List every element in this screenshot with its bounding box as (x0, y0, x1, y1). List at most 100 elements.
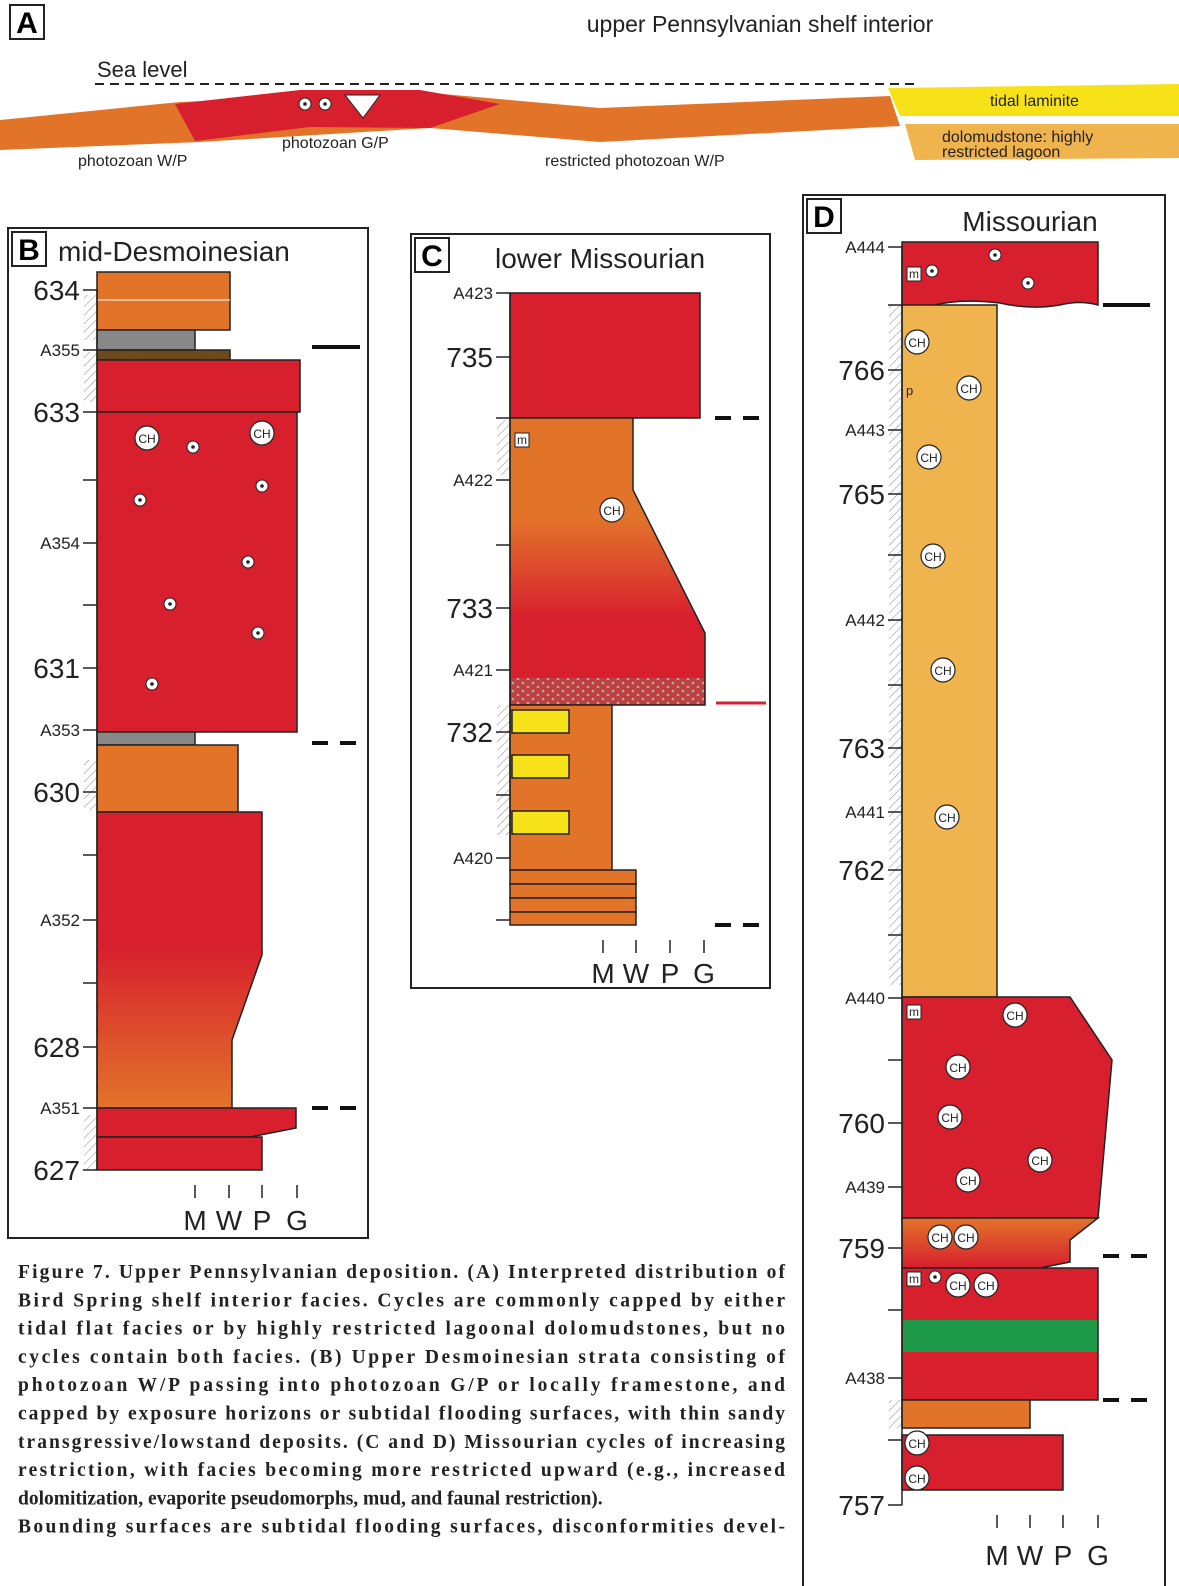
mud-label: m (909, 267, 919, 281)
panel-letter: A (16, 7, 38, 40)
depth-label: A354 (40, 534, 80, 553)
depth-label: 757 (838, 1490, 885, 1521)
facies-label: restricted lagoon (942, 144, 1060, 161)
panel-title: mid-Desmoinesian (58, 236, 290, 267)
chert-label: CH (960, 382, 977, 396)
depth-label: A423 (453, 284, 493, 303)
mud-label: m (909, 1272, 919, 1286)
depth-label: 733 (446, 593, 493, 624)
chert-label: CH (924, 550, 941, 564)
caption-line: Bounding surfaces are subtidal flooding … (18, 1517, 785, 1538)
scale-label: W (1017, 1540, 1044, 1571)
ooid-core (933, 1275, 937, 1279)
chert-label: CH (934, 664, 951, 678)
ooid-core (993, 253, 997, 257)
depth-label: A352 (40, 911, 80, 930)
scale-label: P (253, 1205, 272, 1236)
depth-label: A438 (845, 1369, 885, 1388)
chert-label: CH (959, 1174, 976, 1188)
scale-label: P (661, 958, 680, 989)
scale-label: M (591, 958, 614, 989)
chert-label: CH (938, 811, 955, 825)
page: {"panel_a":{"letter":"A","title":"upper … (0, 0, 1179, 1586)
depth-label: A442 (845, 611, 885, 630)
depth-label: A353 (40, 721, 80, 740)
facies-label: restricted photozoan W/P (545, 153, 725, 170)
facies-label: photozoan G/P (282, 135, 389, 152)
ooid-core (150, 682, 154, 686)
ooid-core (256, 631, 260, 635)
chert-label: CH (1006, 1009, 1023, 1023)
panel-title: Missourian (962, 206, 1097, 237)
depth-label: 760 (838, 1108, 885, 1139)
depth-label: 634 (33, 275, 80, 306)
depth-label: A440 (845, 989, 885, 1008)
scale-label: G (1087, 1540, 1109, 1571)
chert-label: CH (908, 336, 925, 350)
peloid-label: p (906, 383, 913, 398)
caption-line: tidal flat facies or by highly restricte… (18, 1319, 785, 1340)
depth-label: 732 (446, 717, 493, 748)
panel-letter: C (421, 240, 443, 273)
depth-label: A422 (453, 471, 493, 490)
scale-label: W (623, 958, 650, 989)
depth-label: A441 (845, 803, 885, 822)
chert-label: CH (941, 1111, 958, 1125)
depth-label: A443 (845, 421, 885, 440)
caption-line: cycles contain both facies. (B) Upper De… (18, 1347, 785, 1368)
depth-label: A421 (453, 661, 493, 680)
depth-label: 765 (838, 479, 885, 510)
chert-label: CH (908, 1472, 925, 1486)
ooid-core (168, 602, 172, 606)
panel-letter: B (18, 234, 40, 267)
depth-label: 628 (33, 1032, 80, 1063)
figure: A upper Pennsylvanian shelf interior Sea… (0, 0, 1179, 1586)
caption-line: transgressive/lowstand deposits. (C and … (18, 1432, 785, 1453)
ooid-core (1026, 281, 1030, 285)
caption-line: photozoan W/P passing into photozoan G/P… (18, 1375, 785, 1396)
depth-label: 759 (838, 1233, 885, 1264)
sea-level-label: Sea level (97, 57, 188, 82)
chert-label: CH (931, 1231, 948, 1245)
chert-label: CH (908, 1437, 925, 1451)
scale-label: P (1054, 1540, 1073, 1571)
depth-label: 766 (838, 355, 885, 386)
facies-label: photozoan W/P (78, 153, 187, 170)
scale-label: G (286, 1205, 308, 1236)
depth-label: 631 (33, 653, 80, 684)
ooid-core (138, 498, 142, 502)
ooid-core (260, 484, 264, 488)
depth-label: 633 (33, 397, 80, 428)
chert-label: CH (1031, 1154, 1048, 1168)
panel-title: lower Missourian (495, 243, 705, 274)
scale-label: W (216, 1205, 243, 1236)
panel-title: upper Pennsylvanian shelf interior (587, 11, 934, 37)
depth-label: 627 (33, 1155, 80, 1186)
chert-label: CH (920, 451, 937, 465)
chert-label: CH (949, 1061, 966, 1075)
depth-label: A420 (453, 849, 493, 868)
depth-label: 630 (33, 777, 80, 808)
scale-label: M (183, 1205, 206, 1236)
caption-line: capped by exposure horizons or subtidal … (18, 1404, 785, 1425)
depth-label: A444 (845, 238, 885, 257)
chert-label: CH (977, 1279, 994, 1293)
depth-label: 735 (446, 342, 493, 373)
caption-line: restriction, with facies becoming more r… (18, 1460, 785, 1481)
chert-label: CH (138, 432, 155, 446)
depth-label: 762 (838, 855, 885, 886)
caption-line: Figure 7. Upper Pennsylvanian deposition… (18, 1262, 786, 1283)
chert-label: CH (949, 1279, 966, 1293)
depth-label: A351 (40, 1099, 80, 1118)
depth-label: A355 (40, 341, 80, 360)
mud-label: m (517, 433, 527, 447)
scale-label: M (985, 1540, 1008, 1571)
chert-label: CH (603, 504, 620, 518)
mud-label: m (909, 1005, 919, 1019)
ooid-core (930, 269, 934, 273)
scale-label: G (693, 958, 715, 989)
caption-line: dolomitization, evaporite pseudomorphs, … (18, 1488, 603, 1509)
panel-letter: D (813, 201, 835, 234)
depth-label: A439 (845, 1178, 885, 1197)
facies-label: tidal laminite (990, 93, 1079, 110)
